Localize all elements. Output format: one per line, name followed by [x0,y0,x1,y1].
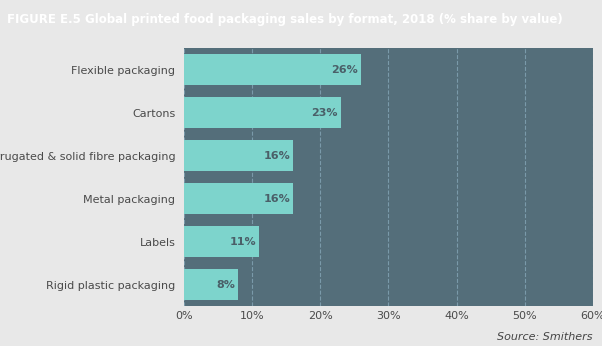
Text: FIGURE E.5 Global printed food packaging sales by format, 2018 (% share by value: FIGURE E.5 Global printed food packaging… [7,13,563,26]
Text: 11%: 11% [229,237,256,247]
Bar [184,269,238,300]
Bar [184,226,259,257]
Text: 8%: 8% [217,280,235,290]
Bar [184,183,293,214]
Bar [184,54,361,85]
Text: 16%: 16% [263,151,290,161]
Text: Source: Smithers: Source: Smithers [497,332,593,342]
Text: 16%: 16% [263,194,290,204]
Text: 26%: 26% [332,65,358,75]
Text: 23%: 23% [311,108,338,118]
Bar [184,140,293,171]
Bar [184,98,341,128]
